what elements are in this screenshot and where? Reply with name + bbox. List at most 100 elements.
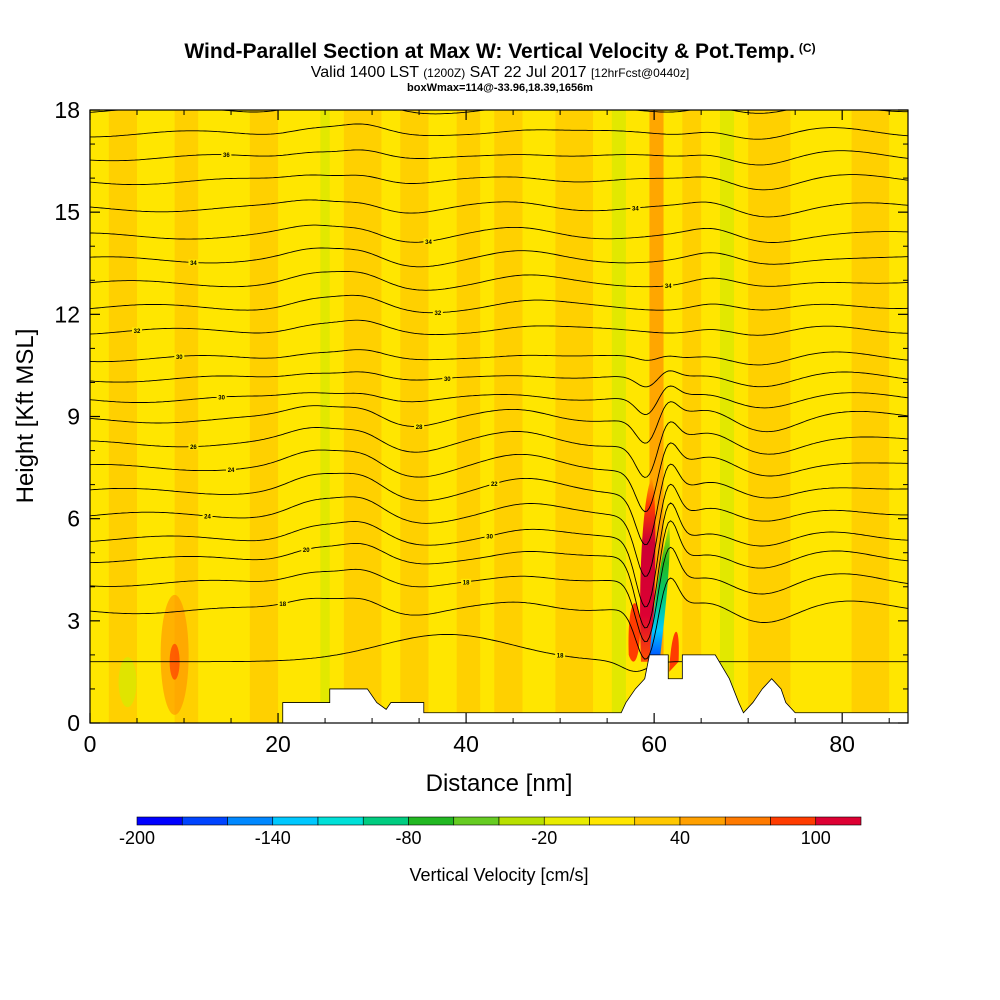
x-tick-label: 80 [829,731,855,757]
isentrope [90,401,908,444]
isentrope [90,319,908,336]
isentrope-label: 30 [176,355,183,361]
isentrope-label: 34 [632,206,639,212]
isentrope-label-bg [432,309,443,316]
isentrope-label-bg [174,353,185,360]
isentrope-label: 18 [557,654,564,660]
isentrope-label-bg [461,578,472,585]
valid-time-line: Valid 1400 LST (1200Z) SAT 22 Jul 2017 [… [0,64,1000,82]
y-tick-label: 0 [67,710,80,736]
isentrope-label-bg [484,533,495,540]
isentrope-label: 20 [303,548,310,554]
isentrope-label: 30 [218,395,225,401]
y-axis-label: Height [Kft MSL] [12,329,39,504]
y-axis: 0 36 9 12 15 18 [54,97,908,736]
isentrope-label: 36 [223,153,230,159]
isentrope-label: 18 [279,602,286,608]
isentrope-label: 30 [444,377,451,383]
isentrope-label-bg [277,600,288,607]
isentrope-label: 18 [463,580,470,586]
isentrope-label-bg [555,652,566,659]
isentrope-label-bg [188,443,199,450]
x-tick-label: 20 [265,731,291,757]
colorbar-swatch [362,816,409,826]
isentrope [90,349,908,366]
copyright-mark: (C) [798,41,816,55]
plot-area: 18 18 18 20 30 24 22 24 26 28 30 30 30 32 32 34 34 34 34 36 [90,110,908,723]
isentrope [90,174,908,191]
colorbar-swatch [317,816,364,826]
isentrope-label: 24 [228,468,235,474]
terrain [282,654,908,723]
x-tick-label: 40 [453,731,479,757]
y-tick-label: 6 [67,506,80,532]
velocity-band [748,110,791,723]
velocity-band [108,110,138,723]
isentrope-label: 32 [435,311,442,317]
colorbar-swatch [770,816,817,826]
isentrope-label-bg [132,327,143,334]
isentrope-label: 24 [204,515,211,521]
isentrope [90,520,908,629]
y-tick-label: 18 [54,97,80,123]
colorbar-swatch [408,816,455,826]
isentrope-label-bg [414,423,425,430]
isentrope [90,271,908,291]
velocity-band [851,110,890,723]
isentrope [90,421,908,478]
box-wmax-info: boxWmax=114@-33.96,18.39,1656m [407,82,593,94]
y-tick-label: 15 [54,199,80,225]
isentrope [90,577,908,660]
y-tick-label: 9 [67,404,80,430]
title-text: Wind-Parallel Section at Max W: Vertical… [184,40,795,63]
colorbar-swatch [136,816,183,826]
valid-utc: (1200Z) [423,66,466,80]
colorbar-swatch [634,816,681,826]
velocity-bands [108,110,890,723]
velocity-band [118,657,137,708]
valid-date: SAT 22 Jul 2017 [469,64,587,81]
colorbar: -200 -140 -80 -20 40 100 [119,816,862,848]
isentrope-label-bg [442,375,453,382]
isentrope [90,634,908,672]
isentrope-label-bg [221,151,232,158]
velocity-band [456,110,481,723]
isentrope-label-bg [301,546,312,553]
x-axis-label: Distance [nm] [426,770,573,797]
isentrope-label-bg [663,282,674,289]
isentrope-label: 26 [190,445,197,451]
isentrope-label-bg [423,238,434,245]
velocity-band [555,110,594,723]
isentrope-label-bg [630,204,641,211]
isentrope-label: 34 [665,284,672,290]
x-tick-label: 60 [641,731,667,757]
isentrope [90,370,908,388]
colorbar-swatch [724,816,771,826]
isentrope [90,199,908,218]
colorbar-swatch [227,816,274,826]
chart-title: Wind-Parallel Section at Max W: Vertical… [0,36,1000,64]
colorbar-swatch [498,816,545,826]
colorbar-swatch [181,816,228,826]
velocity-band [320,110,330,723]
velocity-band [494,110,523,723]
isentrope-label-bg [489,480,500,487]
colorbar-swatch [272,816,319,826]
isentrope-label: 34 [190,261,197,267]
x-tick-label: 0 [84,731,97,757]
isentrope-label: 30 [486,535,493,541]
isentrope [90,123,908,140]
velocity-band [343,110,382,723]
colorbar-title: Vertical Velocity [cm/s] [409,865,588,885]
velocity-band [249,110,279,723]
isentrope [90,294,908,314]
forecast-info: [12hrFcst@0440z] [590,66,690,80]
isentrope-label: 34 [425,240,432,246]
isentrope [90,224,908,243]
isentrope [90,546,908,643]
x-axis: 0 20 40 60 80 [84,110,890,757]
updraft-lobe [628,603,641,662]
velocity-band [611,110,626,723]
y-tick-label: 12 [54,301,80,327]
